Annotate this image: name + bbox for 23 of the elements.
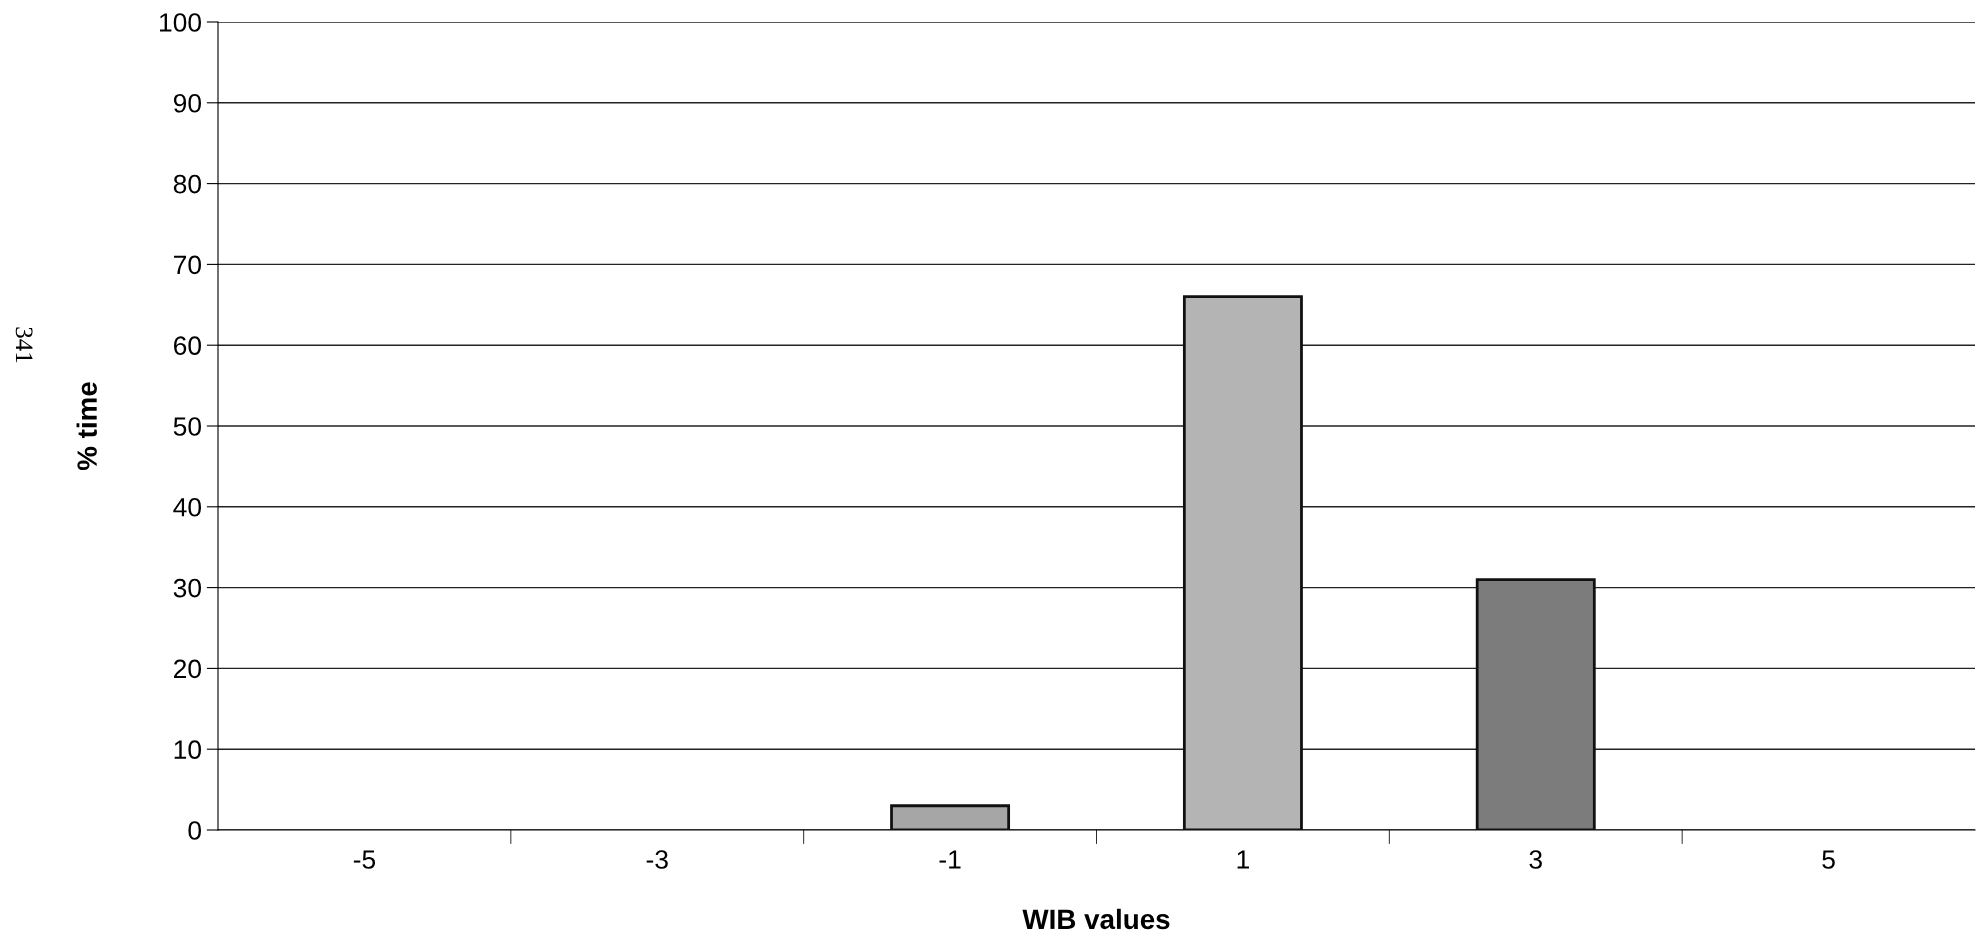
y-tick-label: 80 bbox=[173, 174, 201, 194]
x-tick-label: 3 bbox=[1529, 850, 1542, 869]
bar bbox=[890, 804, 1011, 830]
y-tick-label: 50 bbox=[173, 417, 201, 436]
x-tick-label: 1 bbox=[1237, 850, 1249, 869]
y-tick-label: 70 bbox=[174, 255, 201, 275]
y-tick-label: 90 bbox=[173, 93, 201, 113]
bar bbox=[1182, 295, 1303, 830]
y-tick-label: 10 bbox=[174, 740, 201, 760]
y-axis-title: % time bbox=[76, 382, 97, 471]
y-tick-label: 60 bbox=[174, 336, 201, 356]
text: 341 bbox=[15, 327, 33, 363]
x-axis-title: WIB values bbox=[1022, 908, 1170, 930]
y-tick-label: 100 bbox=[160, 13, 201, 32]
x-tick-label: -5 bbox=[353, 850, 376, 869]
x-tick-label: 5 bbox=[1822, 850, 1835, 869]
y-tick-label: 0 bbox=[188, 821, 201, 840]
bar bbox=[1475, 578, 1596, 830]
x-tick-label: -1 bbox=[939, 850, 961, 869]
y-tick-label: 40 bbox=[173, 497, 201, 517]
y-tick-label: 30 bbox=[173, 578, 201, 598]
y-tick-label: 20 bbox=[174, 659, 201, 679]
x-tick-label: -3 bbox=[646, 850, 668, 869]
